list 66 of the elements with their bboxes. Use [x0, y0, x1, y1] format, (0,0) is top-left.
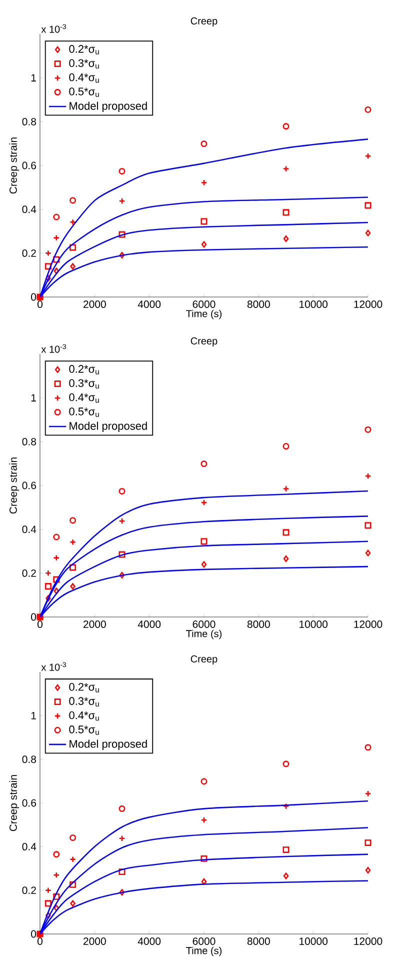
x-tick-label: 4000: [138, 620, 161, 628]
x-tick-label: 4000: [138, 300, 161, 308]
x-tick-label: 10000: [300, 620, 328, 628]
y-tick-label: 0.6: [22, 799, 36, 807]
y-tick-label: 1: [31, 74, 36, 82]
x-axis-title: Time (s): [186, 630, 222, 640]
x-axis-title: Time (s): [186, 310, 222, 320]
x-tick-label: 0: [37, 300, 43, 308]
legend-label: 0.2*σ$_{u}$: [69, 683, 99, 692]
y-tick-label: 0: [31, 613, 36, 621]
y-tick-label: 0: [31, 293, 36, 301]
legend-label: Model proposed: [70, 102, 147, 112]
chart-title: Creep: [190, 17, 218, 26]
y-axis-title: Creep strain: [9, 138, 20, 194]
x-tick-label: 6000: [192, 620, 216, 628]
y-tick-label: 0.4: [22, 842, 36, 850]
y-tick-label: 0.4: [22, 206, 36, 214]
y-axis-title: Creep strain: [9, 775, 20, 832]
x-tick-label: 10000: [300, 300, 328, 308]
y-tick-label: 0.4: [22, 526, 36, 534]
y-tick-label: 0: [31, 930, 36, 938]
x-axis-title: Time (s): [186, 946, 222, 956]
legend-label: 0.3*σ$_{u}$: [69, 379, 99, 389]
x-tick-label: 2000: [84, 300, 106, 308]
x-tick-label: 12000: [354, 300, 382, 308]
y-tick-label: 0.8: [22, 118, 36, 126]
x-tick-label: 6000: [192, 300, 216, 308]
x-tick-label: 10000: [300, 938, 328, 945]
text: x 10$^{-3}$: [41, 344, 66, 353]
y-tick-label: 1: [31, 712, 36, 720]
x-tick-label: 2000: [84, 620, 106, 628]
legend-label: 0.5*σ$_{u}$: [69, 88, 99, 97]
legend-label: 0.5*σ$_{u}$: [69, 408, 99, 417]
legend-label: 0.3*σ$_{u}$: [69, 59, 99, 69]
y-tick-label: 0.2: [22, 886, 36, 894]
x-tick-label: 8000: [247, 620, 270, 628]
x-tick-label: 8000: [247, 938, 270, 945]
y-tick-label: 0.6: [22, 162, 36, 170]
y-tick-label: 0.8: [22, 756, 36, 764]
legend-label: 0.4*σ$_{u}$: [69, 73, 99, 83]
legend-label: 0.3*σ$_{u}$: [69, 697, 99, 707]
legend-label: Model proposed: [70, 422, 147, 432]
legend-label: 0.4*σ$_{u}$: [69, 711, 99, 721]
y-tick-label: 1: [31, 394, 36, 402]
x-tick-label: 4000: [138, 938, 161, 945]
y-tick-label: 0.6: [22, 482, 36, 490]
legend-label: 0.2*σ$_{u}$: [69, 365, 99, 374]
legend-label: Model proposed: [70, 740, 147, 750]
x-tick-label: 0: [37, 620, 43, 628]
x-tick-label: 12000: [354, 938, 382, 945]
chart-title: Creep: [190, 655, 218, 664]
y-tick-label: 0.2: [22, 249, 36, 257]
legend-label: 0.5*σ$_{u}$: [69, 726, 99, 735]
x-tick-label: 12000: [354, 620, 382, 628]
text: x 10$^{-3}$: [41, 662, 66, 671]
y-tick-label: 0.8: [22, 438, 36, 446]
x-tick-label: 6000: [192, 938, 216, 945]
legend-label: 0.2*σ$_{u}$: [69, 45, 99, 54]
x-tick-label: 0: [37, 938, 43, 945]
text: x 10$^{-3}$: [41, 24, 66, 33]
chart-title: Creep: [190, 337, 218, 346]
x-tick-label: 8000: [247, 300, 270, 308]
y-tick-label: 0.2: [22, 569, 36, 577]
legend-label: 0.4*σ$_{u}$: [69, 393, 99, 403]
x-tick-label: 2000: [84, 938, 106, 945]
y-axis-title: Creep strain: [9, 458, 20, 514]
